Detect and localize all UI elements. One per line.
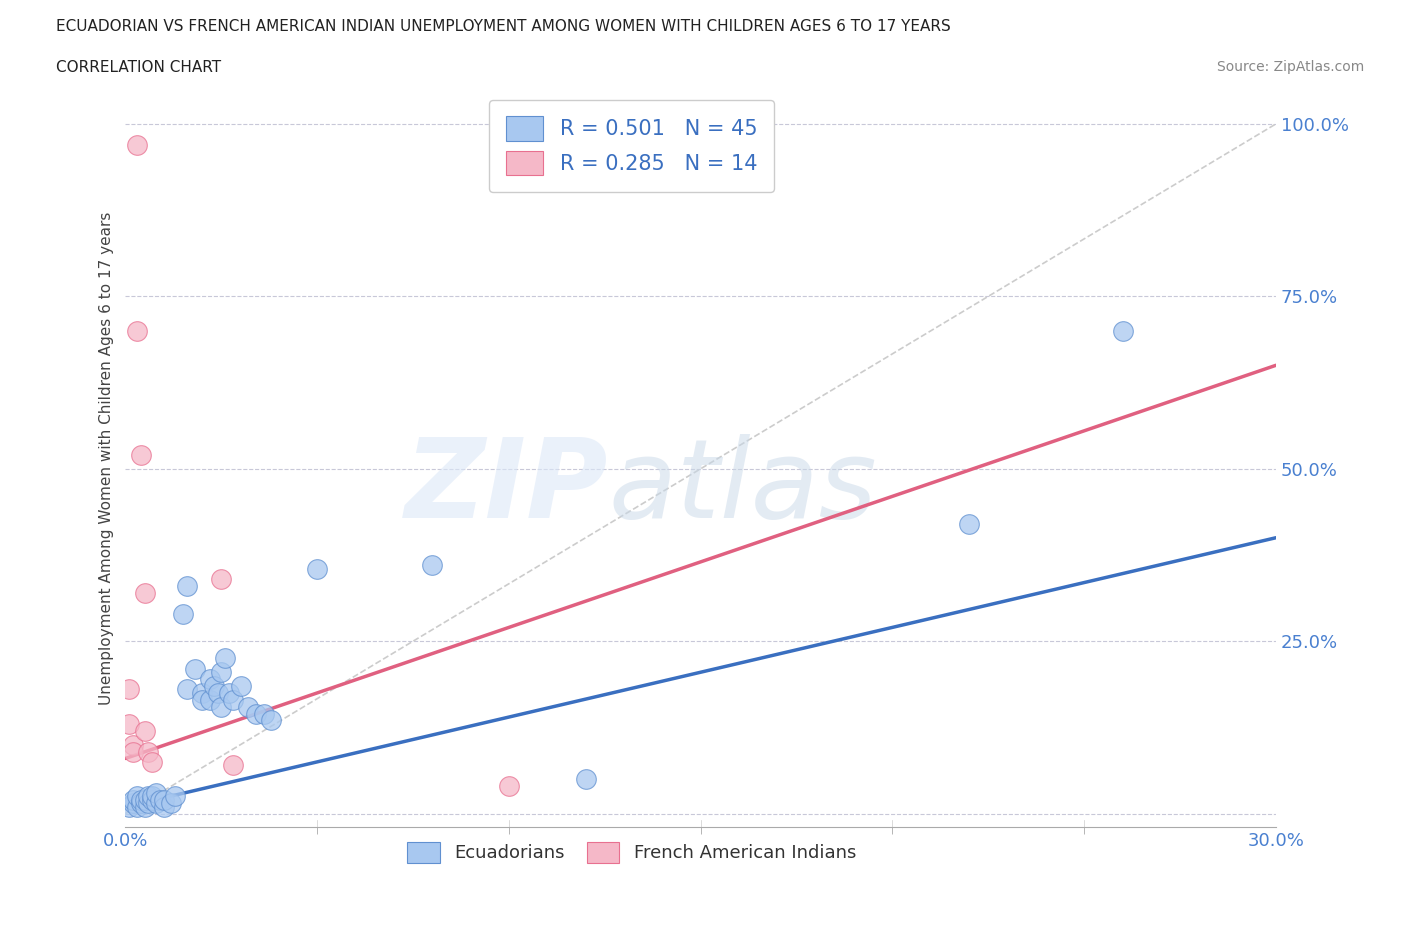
Point — [134, 792, 156, 807]
Point — [229, 679, 252, 694]
Point — [957, 516, 980, 531]
Point — [141, 754, 163, 769]
Point — [209, 699, 232, 714]
Point — [222, 758, 245, 773]
Point — [209, 572, 232, 587]
Point — [138, 796, 160, 811]
Point — [134, 799, 156, 814]
Point — [165, 789, 187, 804]
Point — [145, 796, 167, 811]
Point — [118, 799, 141, 814]
Point — [129, 447, 152, 462]
Point — [145, 786, 167, 801]
Text: Source: ZipAtlas.com: Source: ZipAtlas.com — [1216, 60, 1364, 74]
Point — [118, 716, 141, 731]
Point — [138, 789, 160, 804]
Point — [172, 606, 194, 621]
Point — [1111, 324, 1133, 339]
Point — [209, 665, 232, 680]
Point — [238, 699, 260, 714]
Point — [122, 737, 145, 752]
Point — [207, 685, 229, 700]
Point — [183, 661, 205, 676]
Text: atlas: atlas — [609, 434, 877, 541]
Point — [191, 685, 214, 700]
Point — [134, 586, 156, 601]
Point — [160, 796, 183, 811]
Point — [125, 799, 148, 814]
Point — [498, 778, 520, 793]
Point — [176, 682, 198, 697]
Point — [118, 682, 141, 697]
Point — [214, 651, 236, 666]
Text: ECUADORIAN VS FRENCH AMERICAN INDIAN UNEMPLOYMENT AMONG WOMEN WITH CHILDREN AGES: ECUADORIAN VS FRENCH AMERICAN INDIAN UNE… — [56, 19, 950, 33]
Point — [218, 685, 240, 700]
Legend: Ecuadorians, French American Indians: Ecuadorians, French American Indians — [401, 835, 863, 870]
Point — [245, 706, 267, 721]
Point — [153, 799, 176, 814]
Point — [122, 792, 145, 807]
Point — [141, 792, 163, 807]
Text: CORRELATION CHART: CORRELATION CHART — [56, 60, 221, 75]
Y-axis label: Unemployment Among Women with Children Ages 6 to 17 years: Unemployment Among Women with Children A… — [100, 212, 114, 705]
Point — [134, 724, 156, 738]
Point — [153, 792, 176, 807]
Text: ZIP: ZIP — [405, 434, 609, 541]
Point — [125, 137, 148, 152]
Point — [138, 744, 160, 759]
Point — [420, 558, 443, 573]
Point — [122, 744, 145, 759]
Point — [252, 706, 274, 721]
Point — [129, 792, 152, 807]
Point — [141, 789, 163, 804]
Point — [125, 789, 148, 804]
Point — [575, 772, 598, 787]
Point — [149, 792, 172, 807]
Point — [122, 796, 145, 811]
Point — [222, 692, 245, 707]
Point — [198, 692, 221, 707]
Point — [198, 671, 221, 686]
Point — [260, 713, 283, 728]
Point — [307, 562, 329, 577]
Point — [125, 324, 148, 339]
Point — [202, 679, 225, 694]
Point — [191, 692, 214, 707]
Point — [176, 578, 198, 593]
Point — [129, 796, 152, 811]
